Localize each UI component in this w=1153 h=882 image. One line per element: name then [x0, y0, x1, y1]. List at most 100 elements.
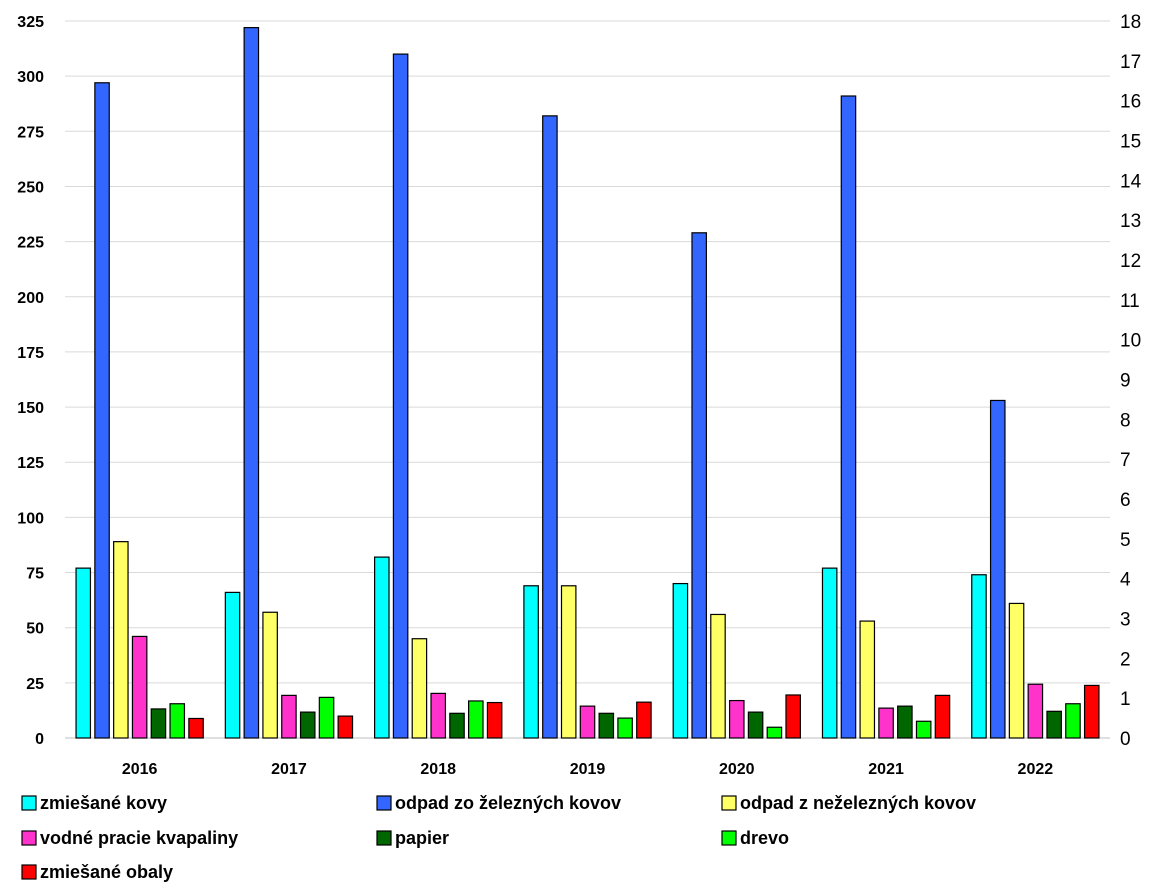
legend-swatch: [21, 864, 37, 880]
left-tick-label: 150: [17, 400, 44, 417]
bar: [281, 694, 297, 739]
bar: [1083, 684, 1100, 739]
category-label: 2021: [868, 761, 904, 778]
bar: [1046, 710, 1062, 739]
bar: [299, 711, 316, 739]
bar: [113, 541, 129, 739]
left-tick-label: 25: [26, 676, 44, 693]
bar: [337, 715, 354, 739]
bar: [224, 591, 241, 739]
right-tick-label: 8: [1120, 410, 1131, 431]
left-tick-label: 50: [26, 621, 44, 638]
left-tick-label: 125: [17, 455, 44, 472]
left-tick-label: 200: [17, 290, 44, 307]
right-tick-label: 6: [1120, 490, 1131, 511]
bar: [747, 711, 764, 739]
category-label: 2017: [271, 761, 307, 778]
bar: [94, 82, 110, 739]
left-tick-label: 0: [35, 731, 44, 748]
bar: [468, 700, 484, 739]
bar: [579, 705, 596, 739]
right-tick-label: 11: [1120, 291, 1140, 312]
right-tick-label: 10: [1120, 331, 1141, 352]
legend-swatch: [21, 795, 37, 811]
category-label: 2020: [719, 761, 755, 778]
left-tick-label: 325: [17, 14, 44, 31]
bar: [560, 585, 577, 739]
right-tick-label: 1: [1120, 689, 1131, 710]
left-tick-label: 100: [17, 510, 44, 527]
bars: [75, 27, 1100, 739]
bar: [766, 726, 783, 739]
bar: [598, 712, 615, 739]
gridlines: [65, 20, 1110, 739]
right-tick-label: 17: [1120, 52, 1141, 73]
category-label: 2022: [1018, 761, 1054, 778]
legend-label: odpad z neželezných kovov: [740, 793, 976, 813]
bar: [523, 585, 539, 739]
bar: [617, 717, 633, 739]
legend-label: drevo: [740, 828, 789, 848]
legend-swatch: [21, 830, 37, 846]
right-tick-label: 4: [1120, 570, 1131, 591]
category-axis: 2016 2017 2018 2019 2020 2021 2022: [122, 761, 1053, 778]
bar: [934, 694, 951, 739]
bar: [691, 232, 707, 739]
bar: [1065, 703, 1081, 739]
right-tick-label: 12: [1120, 251, 1141, 272]
bar: [859, 620, 876, 739]
bar: [1008, 602, 1025, 739]
legend-label: vodné pracie kvapaliny: [40, 828, 238, 848]
bar: [243, 27, 260, 739]
right-tick-label: 14: [1120, 171, 1142, 192]
bar: [449, 712, 465, 739]
bar: [486, 701, 503, 739]
right-tick-label: 18: [1120, 12, 1141, 33]
bar: [374, 556, 390, 739]
legend-swatch: [376, 830, 392, 846]
right-tick-label: 0: [1120, 729, 1131, 750]
right-tick-label: 9: [1120, 371, 1131, 392]
legend: zmiešané kovy odpad zo železných kovov odp…: [21, 793, 976, 882]
legend-label: odpad zo železných kovov: [395, 793, 621, 813]
left-tick-label: 250: [17, 179, 44, 196]
bar: [150, 708, 167, 739]
bar: [262, 611, 278, 739]
bar: [672, 582, 689, 739]
category-label: 2016: [122, 761, 158, 778]
bar: [915, 720, 932, 739]
bar: [840, 95, 857, 739]
bar: [897, 705, 913, 739]
bar: [131, 635, 148, 739]
legend-label: papier: [395, 828, 449, 848]
bar: [169, 703, 186, 739]
bar: [430, 692, 447, 739]
legend-swatch: [721, 830, 737, 846]
bar: [411, 638, 428, 739]
right-tick-label: 7: [1120, 450, 1131, 471]
bar: [989, 399, 1006, 739]
category-label: 2019: [570, 761, 606, 778]
bar: [728, 699, 745, 739]
left-axis: 0 25 50 75 100 125 150 175 200 225 250 275 300 325: [17, 14, 44, 748]
bar: [75, 567, 92, 739]
bar: [636, 701, 652, 739]
left-tick-label: 225: [17, 235, 44, 252]
bar: [785, 694, 801, 739]
bar: [971, 574, 987, 739]
category-label: 2018: [420, 761, 456, 778]
bar: [821, 567, 838, 739]
right-tick-label: 3: [1120, 610, 1131, 631]
legend-label: zmiešané kovy: [40, 793, 167, 813]
legend-swatch: [376, 795, 392, 811]
bar: [1027, 683, 1044, 739]
left-tick-label: 300: [17, 69, 44, 86]
left-tick-label: 75: [26, 566, 44, 583]
legend-swatch: [721, 795, 737, 811]
bar: [542, 115, 558, 739]
bar: [392, 53, 409, 739]
bar: [710, 613, 726, 739]
